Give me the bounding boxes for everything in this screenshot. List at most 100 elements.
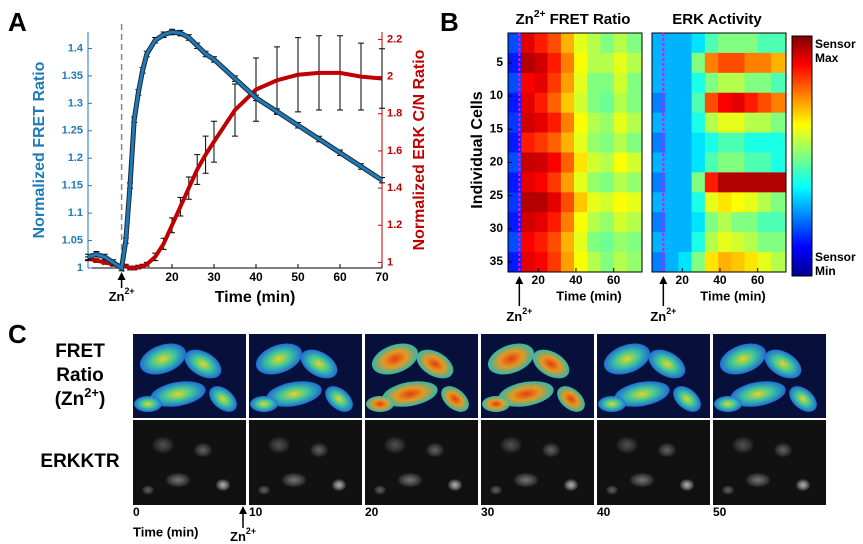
heat-cell <box>731 232 745 253</box>
heat-cell <box>547 172 562 193</box>
nucleus <box>679 479 695 491</box>
y-tick-label: 1.3 <box>68 97 83 109</box>
y-tick-label: 1 <box>77 262 83 274</box>
text-part: Zn <box>650 309 666 324</box>
y-tick-label: 20 <box>490 155 504 169</box>
heat-cell <box>626 192 643 213</box>
heat-cell <box>691 252 706 273</box>
heat-cell <box>547 52 562 74</box>
heat-cell <box>678 33 692 54</box>
nucleus <box>426 442 444 458</box>
cell <box>441 386 469 412</box>
heat-cell <box>652 112 666 133</box>
heat-cell <box>587 252 601 273</box>
heat-cell <box>547 92 562 113</box>
heat-cell <box>704 212 719 233</box>
heat-cell <box>626 252 643 273</box>
heat-cell <box>574 72 588 94</box>
nucleus <box>257 485 271 495</box>
heat-cell <box>574 33 588 54</box>
heat-cell <box>560 33 575 54</box>
annotation: Zn2+ <box>650 306 676 324</box>
nucleus <box>658 442 676 458</box>
heat-cell <box>521 152 535 173</box>
heat-cell <box>757 132 772 153</box>
heat-cell <box>731 33 745 54</box>
heat-cell <box>691 192 706 213</box>
heat-cell <box>534 152 548 173</box>
heat-cell <box>744 252 758 273</box>
heat-cell <box>613 112 628 133</box>
heat-cell <box>691 132 706 153</box>
y2-tick-label: 2.2 <box>387 33 402 45</box>
line <box>87 30 383 271</box>
heat-cell <box>678 192 692 213</box>
heat-cell <box>757 33 772 54</box>
heat-cell <box>560 72 575 94</box>
heat-cell <box>691 92 706 113</box>
row-label: ERKKTR <box>40 451 119 472</box>
nucleus <box>447 479 463 491</box>
heat-cell <box>731 52 745 74</box>
y-tick-label: 1.1 <box>68 207 83 219</box>
cell <box>730 381 786 407</box>
time-label: 30 <box>481 505 495 519</box>
heat-cell <box>678 92 692 113</box>
heat-cell <box>587 33 601 54</box>
heat-cell <box>587 52 601 74</box>
x-tick-label: 20 <box>676 273 690 287</box>
x-tick-label: 60 <box>333 270 347 284</box>
heat-cell <box>613 33 628 54</box>
heat-cell <box>521 72 535 94</box>
heat-cell <box>678 252 692 273</box>
heat-cell <box>574 192 588 213</box>
y2-axis-label: Normalized ERK C/N Ratio <box>411 49 428 250</box>
nucleus <box>500 436 522 454</box>
heat-cell <box>613 152 628 173</box>
arrow-head <box>515 276 524 284</box>
heat-cell <box>521 92 535 113</box>
image-tile <box>597 334 710 505</box>
plot-frame <box>507 32 643 273</box>
heat-cell <box>652 132 666 153</box>
nucleus <box>141 485 155 495</box>
heat-cell <box>744 192 758 213</box>
image-tile <box>249 334 362 505</box>
text-part: 2+ <box>534 9 546 20</box>
heat-cell <box>626 212 643 233</box>
heat-cell <box>560 132 575 153</box>
text-part: Zn <box>109 289 125 304</box>
heat-cell <box>770 172 787 193</box>
heat-cell <box>757 212 772 233</box>
heat-cell <box>678 172 692 193</box>
cell <box>325 386 353 412</box>
heat-cell <box>547 152 562 173</box>
cell <box>266 381 322 407</box>
cell <box>416 349 454 379</box>
heat-cell <box>600 52 614 74</box>
heat-cell <box>600 252 614 273</box>
heat-cell <box>626 132 643 153</box>
heat-cell <box>600 112 614 133</box>
nucleus <box>331 479 347 491</box>
nucleus <box>194 442 212 458</box>
heat-cell <box>574 92 588 113</box>
heat-cell <box>731 92 745 113</box>
heat-cell <box>574 152 588 173</box>
heat-cell <box>613 252 628 273</box>
heat-cell <box>718 192 732 213</box>
heat-cell <box>587 232 601 253</box>
panel-label: C <box>8 319 27 349</box>
image-tile <box>481 334 594 505</box>
text-part: FRET <box>55 341 105 362</box>
heat-cell <box>587 152 601 173</box>
x-tick-label: 20 <box>165 270 179 284</box>
y-tick-label: 15 <box>490 121 504 135</box>
heat-cell <box>744 112 758 133</box>
heat-cell <box>678 152 692 173</box>
heat-cell <box>521 52 535 74</box>
time-label: 10 <box>249 505 263 519</box>
y-tick-label: 10 <box>490 88 504 102</box>
